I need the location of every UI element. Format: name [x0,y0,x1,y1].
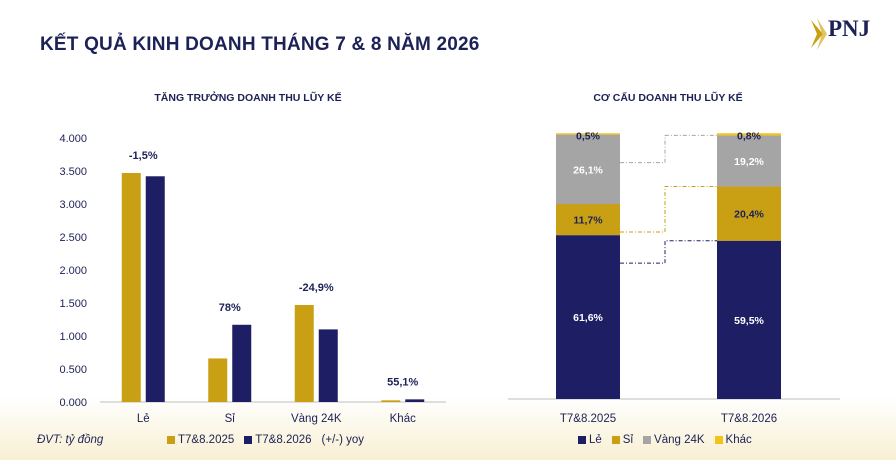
stack-segment-khac [717,133,781,136]
legend-label-khac: Khác [725,434,752,446]
bar-2025 [208,358,228,402]
right-chart-legend: Lẻ Sỉ Vàng 24K Khác [578,434,762,446]
legend-item-vang: Vàng 24K [643,434,705,446]
segment-label: 26,1% [573,164,603,176]
bar-2025 [121,172,141,402]
y-tick-label: 3.000 [59,199,87,211]
legend-label-2026: T7&8.2026 [255,434,312,446]
legend-item-2025: T7&8.2025 [167,434,234,446]
legend-item-si: Sỉ [611,434,634,446]
segment-label: 61,6% [573,312,603,324]
stack-segment-si [556,204,620,236]
legend-label-si: Sỉ [622,434,634,446]
left-chart-title: TĂNG TRƯỞNG DOANH THU LŨY KẾ [154,91,341,104]
y-tick-label: 3.500 [59,166,87,178]
bar-2026 [405,399,425,402]
legend-item-le: Lẻ [578,434,602,446]
legend-item-yoy: (+/-) yoy [322,434,365,446]
legend-label-le: Lẻ [589,434,602,446]
stack-segment-si [717,186,781,241]
right-stacked-chart: 61,6% 11,7% 26,1% 0,5% T7&8.2025 59,5% 20,4% 19… [508,130,840,425]
connector-line [620,240,717,264]
bottom-decor-band [0,396,896,460]
stack-segment-vang24k [556,134,620,205]
yoy-label: -1,5% [129,150,158,162]
y-tick-label: 1.500 [59,298,87,310]
segment-label: 20,4% [734,209,764,221]
legend-swatch-2026 [244,436,253,444]
legend-swatch-2025 [167,436,175,444]
yoy-label: 55,1% [387,376,418,388]
x-tick-label: Vàng 24K [291,413,342,425]
y-tick-label: 2.000 [59,265,87,277]
x-tick-label: Sỉ [225,413,236,425]
y-tick-label: 0.500 [59,364,87,376]
legend-label-vang: Vàng 24K [654,434,705,446]
x-tick-label: T7&8.2026 [721,413,777,425]
page-title: KẾT QUẢ KINH DOANH THÁNG 7 & 8 NĂM 2026 [40,34,480,55]
x-tick-label: Khác [390,413,416,425]
y-tick-label: 4.000 [59,133,87,145]
legend-swatch-khac [714,436,723,444]
segment-label: 0,8% [737,130,762,142]
connector-line [620,134,717,164]
legend-label-2025: T7&8.2025 [178,434,235,446]
left-chart-legend: T7&8.2025 T7&8.2026 (+/-) yoy [167,434,374,446]
right-chart-title: CƠ CẤU DOANH THU LŨY KẾ [593,91,742,104]
pnj-logo-icon [811,18,827,50]
y-tick-label: 0.000 [59,397,87,409]
bar-2026 [232,324,252,402]
legend-swatch-le [578,436,586,444]
x-tick-label: Lẻ [137,413,150,425]
bar-2025 [381,400,401,402]
segment-label: 11,7% [573,215,603,227]
yoy-label: 78% [219,302,241,314]
stack-segment-le [717,240,781,399]
y-tick-label: 2.500 [59,232,87,244]
bar-2025 [294,304,314,402]
unit-note: ĐVT: tỷ đồng [37,434,104,446]
stack-segment-khac [556,133,620,135]
y-tick-label: 1.000 [59,331,87,343]
yoy-label: -24,9% [299,282,334,294]
legend-swatch-si [611,436,620,444]
legend-item-2026: T7&8.2026 [244,434,312,446]
connector-line [620,185,717,233]
segment-label: 59,5% [734,315,764,327]
segment-label: 19,2% [734,156,764,168]
x-tick-label: T7&8.2025 [560,413,616,425]
legend-label-yoy: (+/-) yoy [321,434,365,446]
legend-swatch-vang [643,436,652,444]
bar-2026 [145,176,165,402]
left-bar-chart: 4.000 3.500 3.000 2.500 2.000 1.500 1.000 0.500… [59,133,446,425]
stack-segment-vang24k [717,135,781,187]
bar-2026 [318,329,338,402]
legend-item-khac: Khác [714,434,752,446]
segment-label: 0,5% [576,130,601,142]
pnj-logo-text: PNJ [828,16,871,41]
stack-segment-le [556,235,620,399]
